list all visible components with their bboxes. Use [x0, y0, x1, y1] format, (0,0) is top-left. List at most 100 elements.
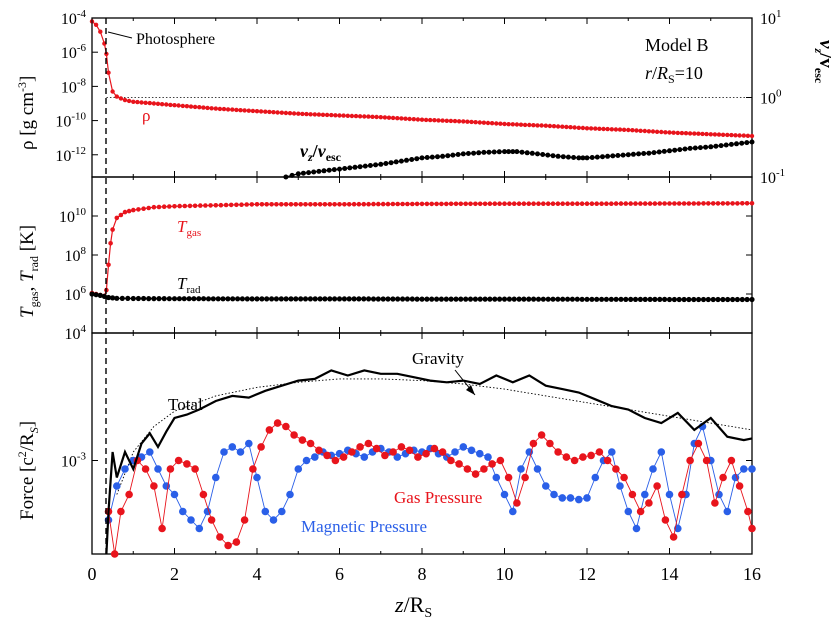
magnetic-pressure-series-point: [533, 465, 542, 473]
rho-series-point: [333, 113, 338, 118]
gas-pressure-series-point: [595, 448, 604, 456]
tgas-series-point: [283, 202, 289, 207]
rho-series-point: [246, 108, 251, 113]
rho-series-point: [122, 97, 128, 103]
trad-series-point: [298, 296, 304, 302]
rho-series-point: [147, 100, 152, 106]
top-y-tick-label: 10-12: [55, 145, 86, 165]
tgas-series-point: [526, 201, 532, 206]
vz-series-point: [496, 149, 502, 155]
vz-series-point: [682, 146, 688, 152]
vz-series-point: [393, 159, 399, 165]
magnetic-pressure-series-point: [665, 490, 674, 499]
tgas-series-point: [744, 201, 750, 206]
tgas-series-point: [249, 202, 255, 207]
tgas-series-point: [604, 201, 609, 206]
model-label: Model B: [645, 35, 709, 55]
trad-series-point: [114, 295, 120, 301]
trad-series-point: [346, 296, 352, 302]
tgas-series-point: [710, 201, 716, 206]
rho-series-point: [143, 100, 148, 106]
rho-series-point: [209, 106, 214, 111]
rho-series-point: [626, 127, 631, 133]
right-y-tick-label: 101: [760, 8, 782, 28]
rho-series-point: [663, 130, 668, 135]
vz-esc: esc: [326, 150, 342, 164]
vz-series-point: [576, 155, 582, 161]
rho-series-point: [93, 22, 99, 27]
rho-series-point: [539, 123, 544, 128]
vz-series-point: [465, 151, 471, 156]
tgas-series-point: [414, 201, 420, 207]
tgas-series-point: [749, 201, 755, 206]
gas-pressure-series-point: [422, 449, 430, 458]
rho-series-point: [593, 126, 598, 131]
rho-series-point: [741, 133, 746, 138]
rho-series-point: [403, 116, 408, 121]
gas-pressure-series-point: [612, 465, 620, 473]
tgas-series-point: [126, 208, 132, 214]
magnetic-pressure-series-point: [179, 507, 187, 516]
tgas-series-point: [419, 201, 425, 207]
tgas-series-point: [555, 201, 561, 206]
magnetic-pressure-series-point: [253, 473, 261, 482]
trad-sub: rad: [186, 284, 201, 296]
rho-series-point: [638, 128, 643, 133]
vz-series-point: [687, 145, 693, 151]
vz-series-point: [514, 149, 520, 155]
rho-series-point: [386, 115, 392, 120]
right-title-esc: esc: [812, 68, 826, 84]
trad-series-point: [176, 296, 182, 302]
tgas-series-point: [628, 201, 633, 206]
magnetic-pressure-series-point: [517, 465, 525, 473]
rho-series-point: [374, 114, 379, 120]
trad-series-point: [181, 296, 187, 302]
rho-series-point: [366, 114, 371, 119]
rho-series-point: [597, 126, 602, 131]
tgas-series-point: [106, 262, 111, 268]
vz-series-point: [571, 155, 577, 160]
trad-series-point: [652, 296, 658, 302]
tgas-series-point: [118, 212, 124, 218]
trad-series-point: [278, 296, 284, 302]
rho-series-point: [263, 109, 268, 114]
bot-y-tick-label-exp: -3: [77, 451, 87, 463]
vz-series-point: [476, 150, 482, 156]
tgas-series-point: [254, 202, 260, 207]
rho-series-point: [382, 115, 388, 120]
vz-series-point: [734, 141, 739, 147]
trad-series-point: [642, 296, 648, 302]
gas-pressure-series-point: [579, 453, 587, 461]
gas-pressure-series-point: [562, 453, 571, 461]
vz-series-point: [540, 152, 546, 157]
vz-series-point: [300, 170, 306, 176]
x-tick-label: 0: [88, 564, 97, 584]
gas-pressure-series-point: [166, 465, 175, 473]
gas-pressure-series-point: [207, 516, 216, 524]
vz-series-point: [337, 166, 342, 172]
tgas-series-point: [725, 201, 730, 206]
rho-series-point: [568, 125, 573, 130]
tgas-series-point: [376, 201, 381, 207]
x-tick-label: 8: [418, 564, 427, 584]
tgas-series-point: [203, 203, 208, 208]
rho-series-point: [271, 110, 276, 115]
gas-pressure-series-point: [339, 453, 348, 461]
rho-series-point: [551, 124, 557, 129]
tgas-series-point: [390, 201, 396, 207]
gas-pressure-series-point: [306, 439, 315, 448]
trad-series-point: [230, 296, 236, 302]
gas-pressure-series-point: [331, 456, 340, 465]
magnetic-pressure-series-point: [187, 516, 195, 524]
gas-pressure-series-point: [529, 439, 538, 448]
vz-series-point: [636, 151, 642, 157]
magnetic-pressure-series-point: [558, 494, 567, 502]
gas-pressure-series-point: [521, 473, 529, 482]
rho-series-point: [378, 115, 383, 120]
trad-series-point: [390, 296, 396, 302]
magnetic-pressure-series-point: [220, 448, 228, 456]
rho-series-point: [555, 124, 561, 129]
rho-series-point: [254, 109, 260, 114]
trad-series-point: [220, 296, 226, 302]
tgas-series-point: [633, 201, 638, 206]
